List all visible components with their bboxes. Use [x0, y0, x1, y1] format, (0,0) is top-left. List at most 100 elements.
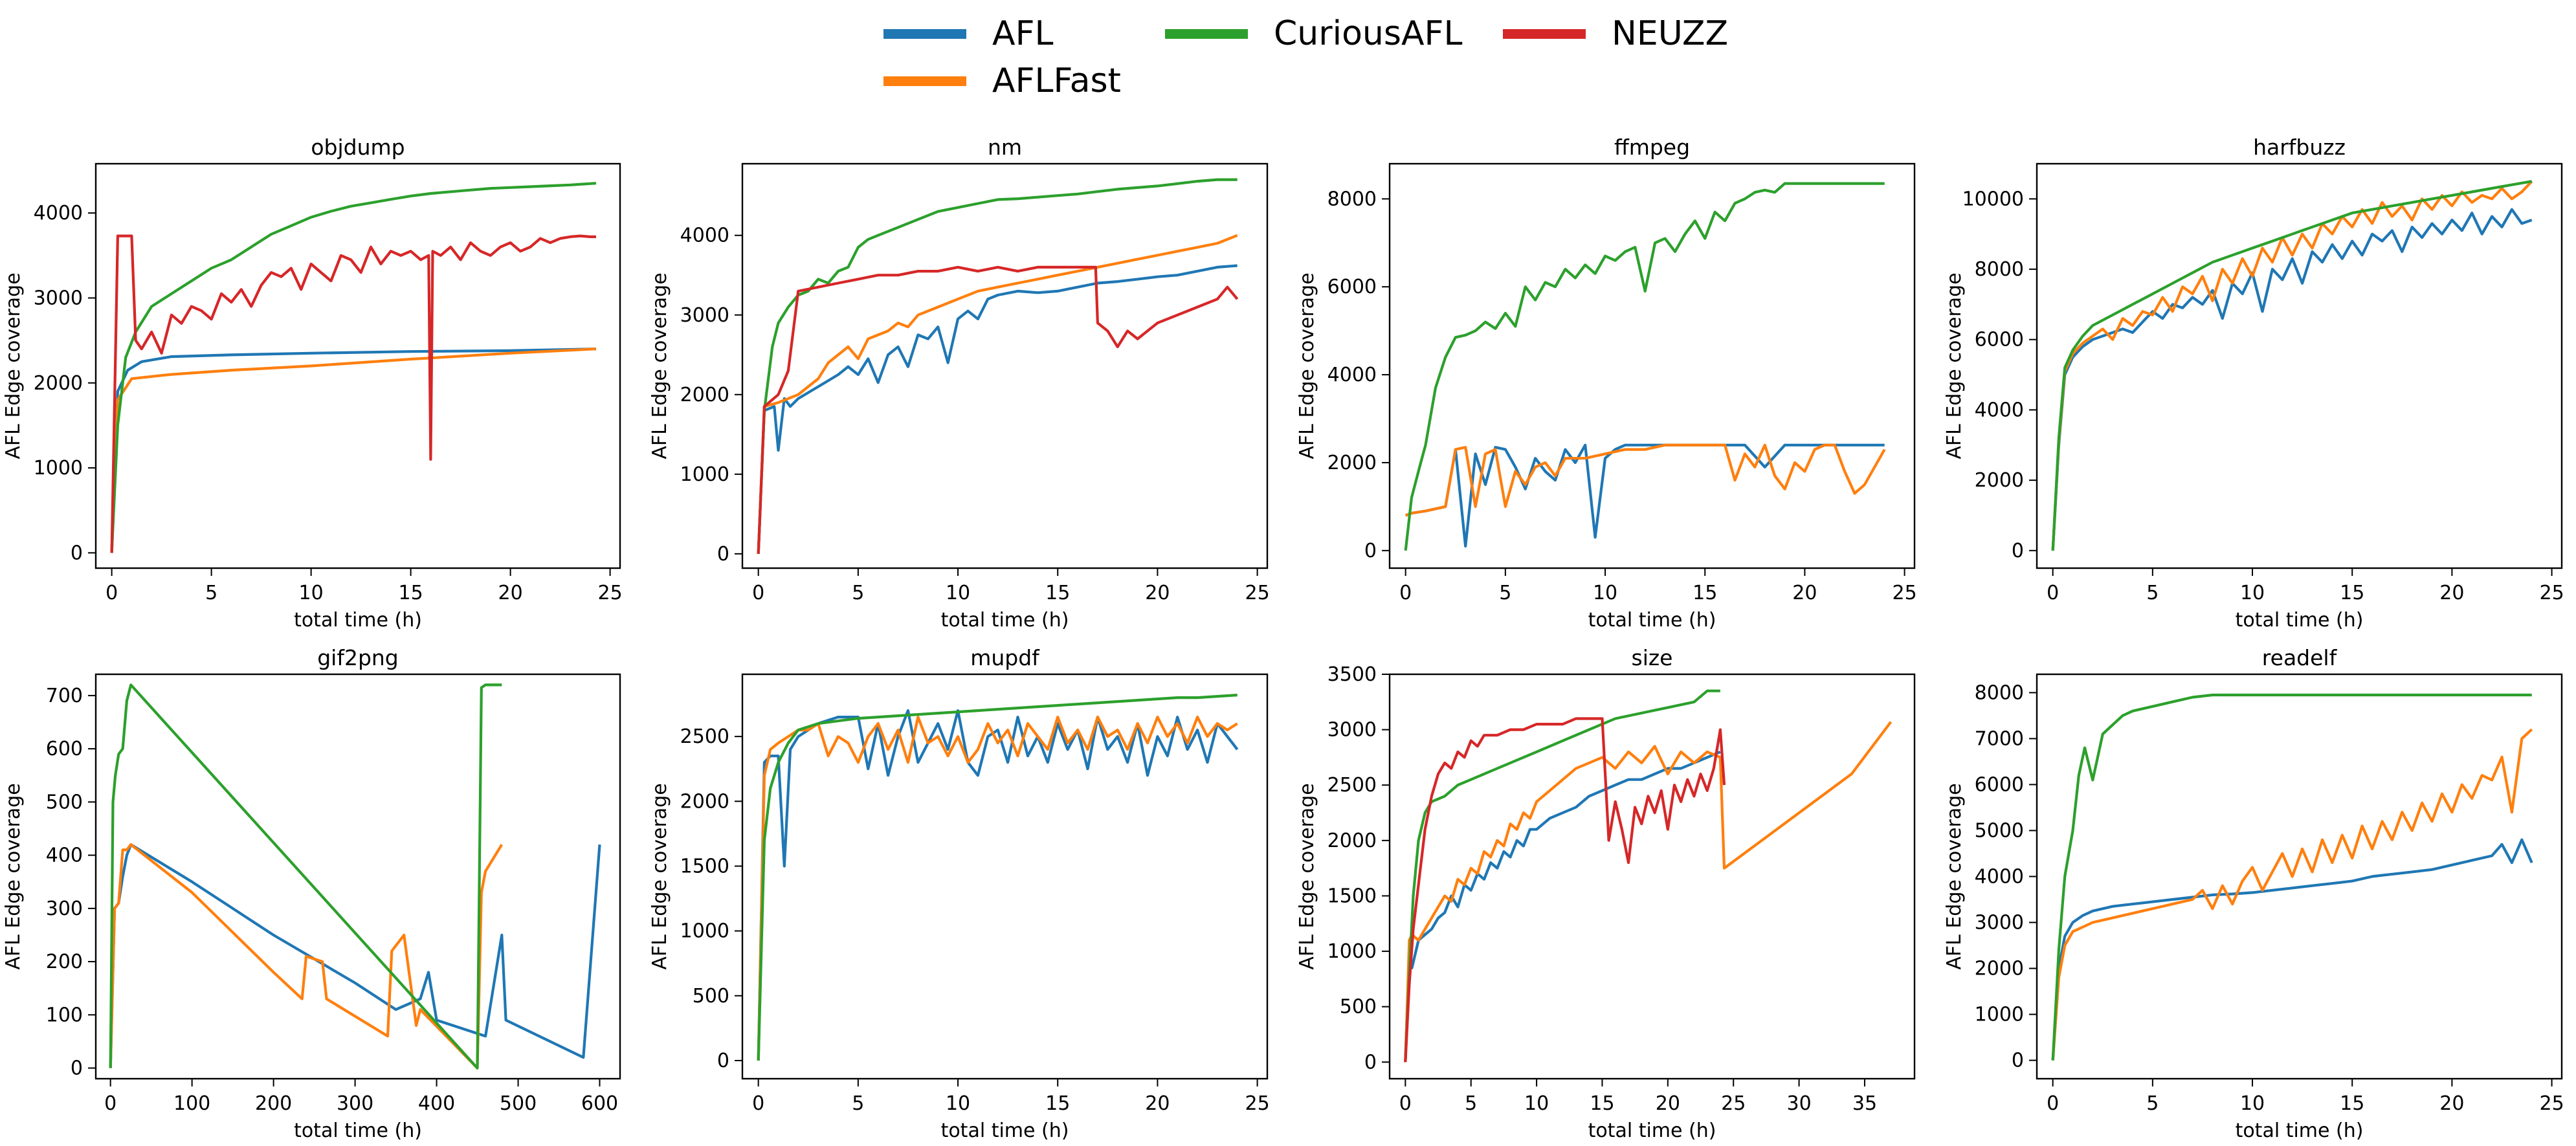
x-tick-label: 10 — [1524, 1092, 1549, 1115]
y-tick-label: 0 — [1364, 1051, 1377, 1074]
y-tick-label: 1500 — [680, 855, 729, 877]
chart-title: mupdf — [970, 645, 1040, 670]
chart-panel-harfbuzz: 0 5 10 15 20 25 0 2000 4000 6000 8000 10000 harfbuzz… — [1943, 135, 2564, 632]
plot-frame — [741, 673, 1269, 1080]
y-tick-label: 8000 — [1975, 681, 2024, 704]
series-line-neuzz — [757, 265, 1239, 554]
legend-swatch-aflfast — [883, 76, 966, 86]
y-tick-label: 100 — [46, 1004, 83, 1026]
series-line-neuzz — [1404, 717, 1726, 1063]
x-tick-label: 25 — [2539, 582, 2564, 604]
series-line-afl — [1405, 443, 1885, 548]
y-tick-label: 2000 — [1975, 958, 2024, 980]
x-tick-label: 400 — [418, 1092, 455, 1115]
chart-panel-ffmpeg: 0 5 10 15 20 25 0 2000 4000 6000 8000 ffmpeg total t… — [1296, 135, 1917, 632]
series-line-afl — [109, 843, 601, 1068]
series-line-curiousafl — [2051, 180, 2533, 551]
x-tick-label: 15 — [399, 582, 423, 604]
legend: AFL AFLFast CuriousAFL NEUZZ — [0, 0, 2576, 116]
y-tick-label: 0 — [2012, 1050, 2024, 1072]
y-tick-label: 8000 — [1975, 258, 2024, 281]
x-tick-label: 15 — [1590, 1092, 1614, 1115]
y-tick-label: 1500 — [1327, 885, 1377, 907]
x-tick-label: 15 — [2340, 1092, 2364, 1115]
y-tick-label: 400 — [46, 844, 83, 867]
x-tick-label: 10 — [2240, 582, 2265, 604]
series-line-afl — [757, 709, 1239, 1061]
x-tick-label: 25 — [598, 582, 623, 604]
legend-item-curiousafl: CuriousAFL — [1165, 14, 1462, 53]
x-tick-label: 5 — [2146, 582, 2159, 604]
y-tick-label: 2000 — [680, 384, 729, 406]
x-axis-label: total time (h) — [1588, 1119, 1716, 1142]
y-tick-label: 2000 — [34, 372, 83, 395]
y-tick-label: 1000 — [680, 920, 729, 943]
x-tick-label: 200 — [255, 1092, 292, 1115]
y-tick-label: 500 — [46, 791, 83, 813]
y-tick-label: 4000 — [1327, 364, 1377, 386]
y-axis-label: AFL Edge coverage — [649, 272, 671, 459]
x-tick-label: 5 — [205, 582, 217, 604]
x-tick-label: 25 — [1721, 1092, 1746, 1115]
series-line-afl — [2051, 208, 2533, 551]
series-line-neuzz — [110, 234, 596, 553]
y-tick-label: 6000 — [1975, 329, 2024, 351]
chart-title: size — [1632, 645, 1673, 670]
y-axis-label: AFL Edge coverage — [1943, 272, 1966, 459]
y-tick-label: 200 — [46, 951, 83, 973]
x-tick-label: 0 — [2047, 1092, 2059, 1115]
legend-label-neuzz: NEUZZ — [1612, 14, 1729, 53]
series-line-aflfast — [757, 715, 1238, 1061]
legend-swatch-neuzz — [1503, 28, 1586, 39]
x-tick-label: 20 — [1145, 582, 1170, 604]
chart-panel-objdump: 0 5 10 15 20 25 0 1000 2000 3000 4000 objdump total … — [2, 135, 623, 632]
y-tick-label: 6000 — [1975, 773, 2024, 796]
y-tick-label: 1000 — [1975, 1004, 2024, 1026]
x-tick-label: 0 — [752, 582, 764, 604]
y-tick-label: 1000 — [34, 457, 83, 479]
y-tick-label: 2500 — [680, 725, 729, 748]
x-axis-label: total time (h) — [941, 1119, 1069, 1142]
x-tick-label: 25 — [1245, 582, 1269, 604]
series-line-aflfast — [1405, 443, 1886, 517]
y-tick-label: 6000 — [1327, 276, 1377, 298]
y-tick-label: 600 — [46, 738, 83, 760]
y-tick-label: 0 — [71, 542, 83, 564]
y-tick-label: 3000 — [680, 304, 729, 327]
chart-panel-nm: 0 5 10 15 20 25 0 1000 2000 3000 4000 nm total time … — [649, 135, 1270, 632]
x-tick-label: 0 — [2047, 582, 2059, 604]
y-tick-label: 0 — [71, 1057, 83, 1080]
y-axis-label: AFL Edge coverage — [1943, 783, 1966, 969]
x-tick-label: 500 — [500, 1092, 537, 1115]
y-tick-label: 500 — [1340, 996, 1377, 1019]
x-tick-label: 35 — [1852, 1092, 1877, 1115]
series-line-aflfast — [2051, 180, 2533, 551]
y-tick-label: 4000 — [1975, 866, 2024, 888]
series-line-curiousafl — [1404, 689, 1720, 1063]
plot-frame — [2036, 162, 2563, 569]
series-line-curiousafl — [110, 182, 597, 553]
x-tick-label: 0 — [752, 1092, 764, 1115]
y-tick-label: 3500 — [1327, 663, 1377, 686]
y-axis-label: AFL Edge coverage — [1296, 272, 1318, 459]
x-axis-label: total time (h) — [2236, 1119, 2364, 1142]
y-tick-label: 0 — [1364, 540, 1377, 562]
y-tick-label: 4000 — [680, 225, 729, 247]
x-tick-label: 20 — [1792, 582, 1817, 604]
chart-title: readelf — [2262, 645, 2338, 670]
x-tick-label: 0 — [104, 1092, 117, 1115]
x-tick-label: 300 — [337, 1092, 373, 1115]
x-tick-label: 5 — [852, 1092, 864, 1115]
x-tick-label: 20 — [2439, 1092, 2464, 1115]
x-tick-label: 0 — [105, 582, 118, 604]
x-tick-label: 20 — [1656, 1092, 1680, 1115]
y-tick-label: 10000 — [1962, 188, 2024, 210]
legend-swatch-curiousafl — [1165, 28, 1248, 39]
y-tick-label: 0 — [717, 543, 729, 566]
x-tick-label: 20 — [1145, 1092, 1170, 1115]
y-tick-label: 4000 — [1975, 399, 2024, 421]
x-tick-label: 5 — [1499, 582, 1511, 604]
y-tick-label: 2000 — [1327, 830, 1377, 852]
x-tick-label: 10 — [299, 582, 324, 604]
